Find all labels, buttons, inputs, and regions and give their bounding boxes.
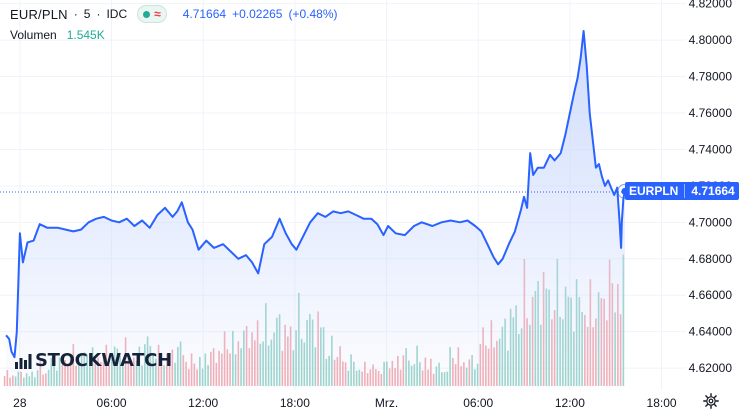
price-change-percent: (+0.48%) — [288, 7, 338, 21]
x-axis-tick-label: 12:00 — [188, 396, 218, 410]
y-axis-tick-label: 4.66000 — [689, 288, 733, 302]
volume-label[interactable]: Volumen — [10, 28, 57, 42]
x-axis-tick-label: 12:00 — [555, 396, 585, 410]
y-axis-tick-label: 4.76000 — [689, 106, 733, 120]
volume-bar — [3, 376, 6, 386]
stockwatch-logo: STOCKWATCH — [14, 350, 172, 371]
bar-chart-logo-icon — [15, 353, 32, 369]
x-axis-tick-label: 06:00 — [97, 396, 127, 410]
y-axis-tick-label: 4.82000 — [689, 0, 733, 11]
x-axis-tick-label: Mrz. — [375, 396, 398, 410]
data-delay-wave-icon: ≈ — [154, 7, 161, 21]
symbol-label[interactable]: EUR/PLN — [10, 6, 68, 22]
price-tag-symbol: EURPLN — [629, 184, 679, 198]
y-axis-tick-label: 4.64000 — [689, 325, 733, 339]
y-axis-tick-label: 4.78000 — [689, 70, 733, 84]
logo-text: STOCKWATCH — [35, 350, 172, 371]
y-axis-tick-label: 4.80000 — [689, 33, 733, 47]
x-axis-tick-label: 18:00 — [647, 396, 677, 410]
price-line — [5, 30, 626, 359]
price-area — [6, 31, 625, 390]
price-tag-value: 4.71664 — [684, 184, 735, 198]
y-axis-tick-label: 4.70000 — [689, 215, 733, 229]
gear-icon[interactable] — [703, 393, 719, 409]
y-axis-tick-label: 4.74000 — [689, 142, 733, 156]
source-label: IDC — [106, 7, 128, 21]
separator: · — [73, 7, 78, 21]
market-open-dot-icon — [143, 10, 151, 18]
volume-value: 1.545K — [66, 28, 105, 42]
last-price: 4.71664 — [182, 7, 227, 21]
y-axis-tick-label: 4.62000 — [689, 361, 733, 375]
y-axis-tick-label: 4.68000 — [689, 252, 733, 266]
market-status-badge[interactable]: ≈ — [137, 5, 167, 23]
last-price-tag: EURPLN 4.71664 — [625, 182, 739, 200]
x-axis-tick-label: 28 — [13, 396, 27, 410]
interval-label[interactable]: 5 — [83, 7, 91, 21]
price-change: +0.02265 — [232, 7, 283, 21]
chart-legend: EUR/PLN · 5 · IDC ≈ 4.71664 +0.02265 (+0… — [10, 5, 338, 23]
volume-legend: Volumen 1.545K — [10, 28, 105, 42]
x-axis-tick-label: 06:00 — [463, 396, 493, 410]
separator: · — [96, 7, 101, 21]
x-axis-tick-label: 18:00 — [280, 396, 310, 410]
